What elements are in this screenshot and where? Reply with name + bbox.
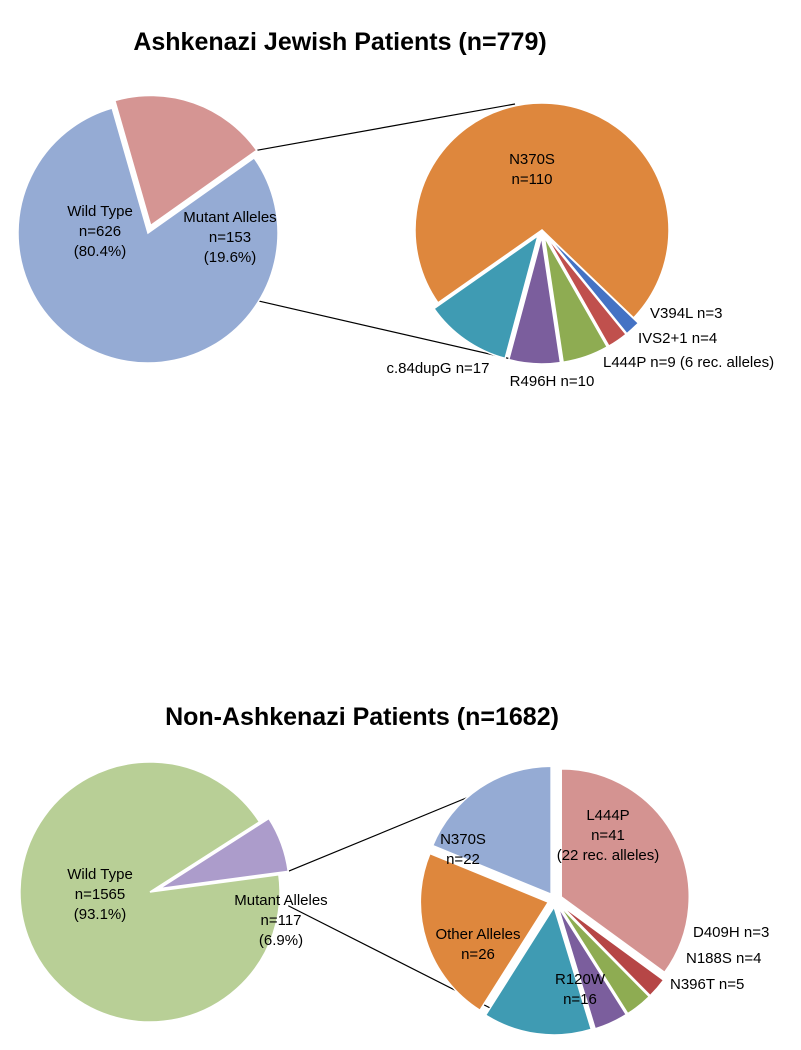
label-wild-type-line-3: (80.4%) — [74, 243, 127, 260]
slice-d409h — [559, 903, 665, 997]
slice-mutant-alleles — [113, 94, 258, 227]
slice-mutant-alleles — [158, 817, 290, 890]
slice-n396t — [557, 905, 628, 1030]
label-wild-type-line-1: Wild Type — [67, 203, 133, 220]
connector-line-2 — [256, 299, 525, 363]
slice-labels: N370S n=110 V394L n=3 IVS2+1 n=4 L444P n=9 (… — [386, 151, 774, 390]
label-n370s-line-1: N370S — [440, 831, 486, 848]
label-mutant-alleles-line-3: (6.9%) — [259, 932, 303, 949]
slice-ivs2-1 — [545, 235, 628, 348]
slice-n370s — [414, 102, 670, 320]
label-mutant-alleles-line-2: n=153 — [209, 229, 251, 246]
slice-wild-type — [17, 107, 279, 364]
label-wild-type-line-2: n=1565 — [75, 886, 125, 903]
label-n370s-line-2: n=110 — [511, 171, 552, 188]
label-wild-type-line-3: (93.1%) — [74, 906, 127, 923]
label-n370s-line-1: N370S — [509, 151, 555, 168]
main-pie: Wild Type n=1565 (93.1%) Mutant Alleles n=11… — [19, 761, 328, 1023]
breakdown-pie — [419, 765, 690, 1036]
label-mutant-alleles-line-2: n=117 — [260, 912, 301, 929]
main-pie: Wild Type n=626 (80.4%) Mutant Alleles n=153… — [17, 94, 279, 364]
slice-v394l — [546, 234, 640, 335]
label-n188s: N188S n=4 — [686, 950, 761, 967]
non-ashkenazi-chart: Non-Ashkenazi Patients (n=1682) Wild Typ… — [19, 703, 769, 1036]
label-c-84dupg: c.84dupG n=17 — [386, 360, 489, 377]
chart-title: Non-Ashkenazi Patients (n=1682) — [165, 703, 559, 731]
label-n370s-line-2: n=22 — [446, 851, 480, 868]
label-mutant-alleles-line-3: (19.6%) — [204, 249, 257, 266]
ashkenazi-chart: Ashkenazi Jewish Patients (n=779) Wild T… — [17, 28, 774, 390]
label-v394l: V394L n=3 — [650, 305, 722, 322]
breakdown-pie — [414, 102, 670, 365]
label-wild-type-line-2: n=626 — [79, 223, 121, 240]
label-other-alleles-line-2: n=26 — [461, 946, 495, 963]
label-l444p-line-3: (22 rec. alleles) — [557, 847, 660, 864]
slice-r496h — [507, 236, 562, 365]
label-l444p-line-1: L444P — [586, 807, 629, 824]
label-r120w-line-2: n=16 — [563, 991, 597, 1008]
label-mutant-alleles-line-1: Mutant Alleles — [234, 892, 327, 909]
label-ivs2-1: IVS2+1 n=4 — [638, 330, 717, 347]
label-l444p: L444P n=9 (6 rec. alleles) — [603, 354, 774, 371]
slice-l444p — [560, 768, 690, 974]
label-wild-type-line-1: Wild Type — [67, 866, 133, 883]
slice-r120w — [484, 905, 593, 1036]
slice-labels: L444P n=41 (22 rec. alleles) D409H n=3 N188S… — [435, 807, 769, 1008]
slice-c-84dupg — [432, 233, 540, 360]
slice-wild-type — [19, 761, 281, 1023]
slice-other-alleles — [419, 852, 550, 1012]
slice-n370s — [431, 765, 552, 896]
connector-line-1 — [256, 103, 516, 151]
label-other-alleles-line-1: Other Alleles — [435, 926, 520, 943]
chart-title: Ashkenazi Jewish Patients (n=779) — [133, 28, 546, 56]
label-d409h: D409H n=3 — [693, 924, 769, 941]
slice-n188s — [558, 904, 651, 1015]
label-r120w-line-1: R120W — [555, 971, 606, 988]
label-l444p-line-2: n=41 — [591, 827, 625, 844]
label-r496h: R496H n=10 — [510, 373, 595, 390]
label-mutant-alleles-line-1: Mutant Alleles — [183, 209, 276, 226]
label-n396t: N396T n=5 — [670, 976, 744, 993]
connector-lines — [256, 103, 525, 363]
slice-l444p — [543, 236, 609, 364]
